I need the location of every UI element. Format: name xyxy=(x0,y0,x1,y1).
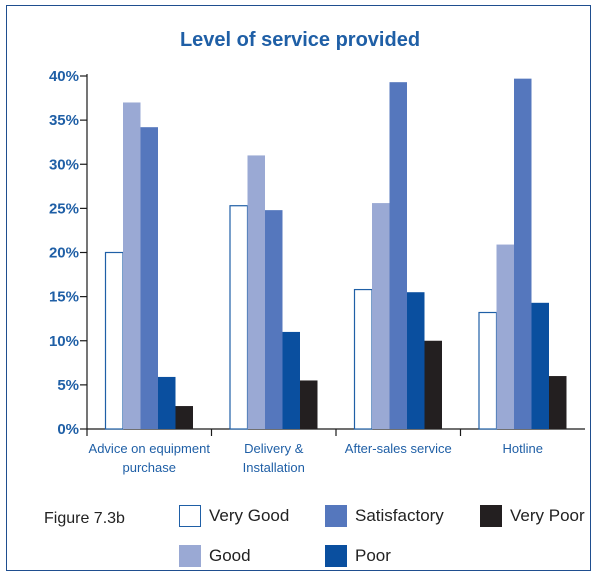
x-tick-label: Installation xyxy=(243,460,305,475)
bar xyxy=(355,290,373,429)
chart-title: Level of service provided xyxy=(180,29,420,51)
bar xyxy=(176,406,194,429)
legend-swatch xyxy=(325,505,347,527)
bar xyxy=(390,82,408,429)
bar xyxy=(158,377,176,429)
y-tick-label: 0% xyxy=(57,421,79,438)
y-tick-label: 20% xyxy=(49,245,79,262)
legend-label: Poor xyxy=(355,546,391,566)
x-tick-labels: Advice on equipment purchase Delivery & Ins… xyxy=(89,441,543,475)
x-tick-label: purchase xyxy=(123,460,176,475)
y-tick-label: 35% xyxy=(49,112,79,129)
y-tick-label: 10% xyxy=(49,333,79,350)
bar xyxy=(283,332,301,429)
figure-caption: Figure 7.3b xyxy=(44,510,125,528)
y-tick-labels: 0% 5% 10% 15% 20% 25% 30% 35% 40% xyxy=(49,68,79,438)
bar xyxy=(407,292,425,429)
legend-label: Good xyxy=(209,546,251,566)
y-tick-label: 15% xyxy=(49,289,79,306)
legend-label: Satisfactory xyxy=(355,506,444,526)
bar xyxy=(123,102,141,429)
bar xyxy=(265,210,283,429)
bar xyxy=(141,127,159,429)
bar xyxy=(230,206,248,429)
legend-swatch xyxy=(480,505,502,527)
legend-label: Very Good xyxy=(209,506,289,526)
legend-swatch xyxy=(179,505,201,527)
bar xyxy=(532,303,550,429)
bar xyxy=(514,79,532,429)
legend-swatch xyxy=(325,545,347,567)
bar xyxy=(106,253,124,430)
bar xyxy=(425,341,443,429)
y-tick-label: 40% xyxy=(49,68,79,85)
bar xyxy=(248,155,266,429)
y-tick-label: 30% xyxy=(49,156,79,173)
chart-frame: Level of service provided 0% 5% 10% 15% 20% 2… xyxy=(6,5,591,571)
bar xyxy=(549,376,567,429)
bar xyxy=(300,380,318,429)
x-tick-label: Delivery & xyxy=(244,441,304,456)
bar xyxy=(479,313,497,429)
y-tick-label: 25% xyxy=(49,200,79,217)
chart-svg: Level of service provided 0% 5% 10% 15% 20% 2… xyxy=(7,6,592,572)
x-tick-label: Hotline xyxy=(503,441,543,456)
legend-swatch xyxy=(179,545,201,567)
y-tick-label: 5% xyxy=(57,377,79,394)
x-tick-label: Advice on equipment xyxy=(89,441,211,456)
x-tick-label: After-sales service xyxy=(345,441,452,456)
bar xyxy=(497,245,515,429)
legend-label: Very Poor xyxy=(510,506,585,526)
bars xyxy=(106,79,567,429)
bar xyxy=(372,203,390,429)
